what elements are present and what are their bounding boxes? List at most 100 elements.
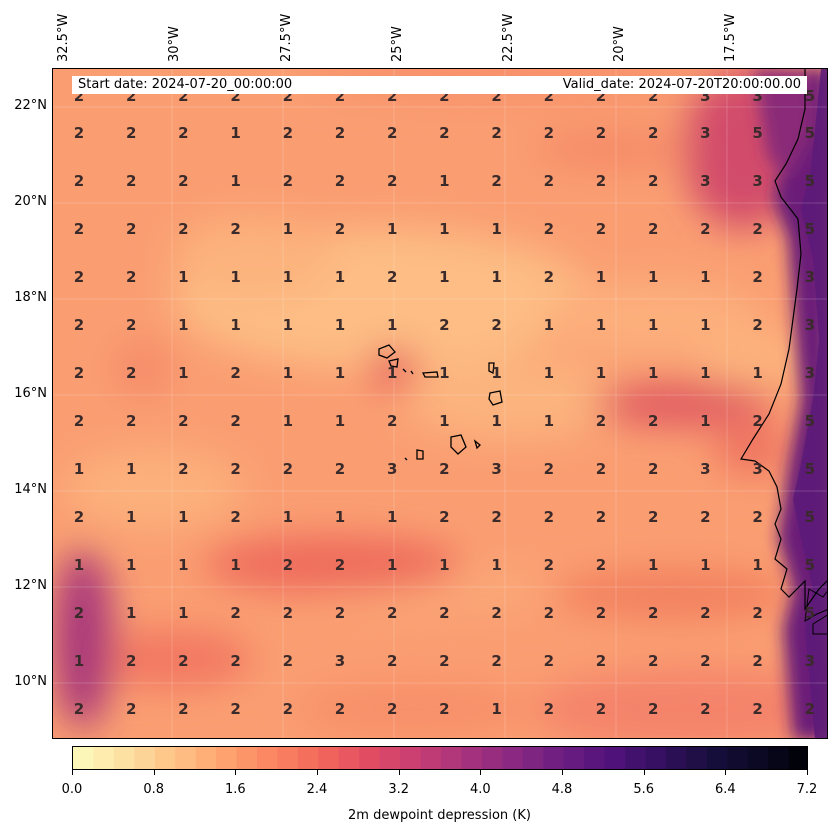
grid-value: 2 xyxy=(230,508,240,526)
grid-value: 5 xyxy=(805,124,815,142)
grid-value: 1 xyxy=(387,364,397,382)
grid-value: 2 xyxy=(178,172,188,190)
grid-value: 1 xyxy=(700,316,710,334)
colorbar-label: 2m dewpoint depression (K) xyxy=(348,808,531,823)
grid-value-partial: 3 xyxy=(700,87,710,105)
grid-value: 1 xyxy=(491,412,501,430)
grid-value: 1 xyxy=(387,556,397,574)
grid-value: 5 xyxy=(805,412,815,430)
grid-value: 2 xyxy=(439,508,449,526)
grid-value: 2 xyxy=(335,172,345,190)
grid-value: 2 xyxy=(596,124,606,142)
grid-value: 1 xyxy=(230,316,240,334)
grid-value: 1 xyxy=(648,364,658,382)
colorbar-bin xyxy=(379,747,401,769)
grid-value: 2 xyxy=(126,652,136,670)
grid-value: 2 xyxy=(596,556,606,574)
grid-value: 1 xyxy=(126,460,136,478)
colorbar-bin xyxy=(420,747,442,769)
colorbar-tick-mark xyxy=(72,770,73,775)
grid-value: 2 xyxy=(178,460,188,478)
grid-value: 1 xyxy=(178,556,188,574)
colorbar-tick-mark xyxy=(725,770,727,775)
grid-value: 3 xyxy=(805,316,815,334)
colorbar-tick-mark xyxy=(643,770,645,775)
colorbar-tick-label: 0.0 xyxy=(61,782,83,797)
grid-value: 2 xyxy=(648,700,658,718)
grid-value: 1 xyxy=(439,268,449,286)
colorbar-bin xyxy=(257,747,279,769)
grid-value: 1 xyxy=(596,316,606,334)
colorbar-bin xyxy=(154,747,176,769)
grid-value: 2 xyxy=(126,220,136,238)
grid-value: 2 xyxy=(491,652,501,670)
grid-value: 2 xyxy=(544,124,554,142)
grid-value: 1 xyxy=(387,316,397,334)
colorbar-bin xyxy=(73,747,95,769)
grid-value: 2 xyxy=(74,172,84,190)
grid-value: 5 xyxy=(805,220,815,238)
date-info-bar: Start date: 2024-07-20_00:00:00 Valid_da… xyxy=(72,76,807,94)
grid-value: 2 xyxy=(230,412,240,430)
grid-value: 1 xyxy=(283,412,293,430)
grid-value: 2 xyxy=(126,364,136,382)
grid-value: 2 xyxy=(126,172,136,190)
grid-value: 1 xyxy=(126,508,136,526)
grid-value: 5 xyxy=(805,508,815,526)
colorbar-bin xyxy=(563,747,585,769)
grid-value: 1 xyxy=(439,364,449,382)
grid-value: 5 xyxy=(805,172,815,190)
grid-value-partial: 2 xyxy=(335,87,345,105)
grid-value: 2 xyxy=(648,412,658,430)
map-gridlines xyxy=(53,69,827,738)
grid-value: 2 xyxy=(544,508,554,526)
grid-value: 1 xyxy=(335,316,345,334)
colorbar-bin xyxy=(481,747,503,769)
grid-value: 2 xyxy=(596,700,606,718)
colorbar-tick-label: 3.2 xyxy=(388,782,409,797)
grid-value: 1 xyxy=(230,124,240,142)
grid-value: 2 xyxy=(74,604,84,622)
grid-value: 1 xyxy=(283,364,293,382)
grid-value: 2 xyxy=(74,220,84,238)
grid-value: 2 xyxy=(752,220,762,238)
grid-value: 2 xyxy=(752,604,762,622)
colorbar-tick-mark xyxy=(562,770,563,775)
grid-value: 2 xyxy=(648,220,658,238)
colorbar-tick-label: 5.6 xyxy=(633,782,654,797)
grid-value: 3 xyxy=(700,124,710,142)
grid-value: 1 xyxy=(335,364,345,382)
colorbar-gradient xyxy=(73,747,807,769)
grid-value: 2 xyxy=(230,652,240,670)
grid-value: 1 xyxy=(126,556,136,574)
grid-value: 2 xyxy=(439,460,449,478)
grid-value: 1 xyxy=(648,556,658,574)
longitude-label: 17.5°W xyxy=(723,13,738,62)
grid-value-partial: 2 xyxy=(387,87,397,105)
longitude-label: 25°W xyxy=(390,26,405,62)
grid-value: 2 xyxy=(596,508,606,526)
grid-value: 2 xyxy=(596,460,606,478)
grid-value: 1 xyxy=(596,268,606,286)
longitude-label: 32.5°W xyxy=(56,13,71,62)
colorbar-bin xyxy=(543,747,565,769)
grid-value: 2 xyxy=(387,412,397,430)
colorbar-bin xyxy=(216,747,238,769)
grid-value-partial: 2 xyxy=(283,87,293,105)
grid-value: 2 xyxy=(178,700,188,718)
longitude-label: 20°W xyxy=(612,26,627,62)
grid-value: 2 xyxy=(700,700,710,718)
grid-value: 2 xyxy=(178,124,188,142)
grid-value-partial: 5 xyxy=(805,87,815,105)
grid-value: 1 xyxy=(491,268,501,286)
longitude-label: 27.5°W xyxy=(279,13,294,62)
colorbar xyxy=(72,746,808,770)
latitude-label: 14°N xyxy=(14,482,47,497)
grid-value: 2 xyxy=(283,460,293,478)
grid-value: 1 xyxy=(700,364,710,382)
grid-value: 1 xyxy=(491,556,501,574)
grid-value: 1 xyxy=(387,220,397,238)
grid-value: 1 xyxy=(74,460,84,478)
grid-value: 2 xyxy=(596,652,606,670)
grid-value: 5 xyxy=(805,460,815,478)
